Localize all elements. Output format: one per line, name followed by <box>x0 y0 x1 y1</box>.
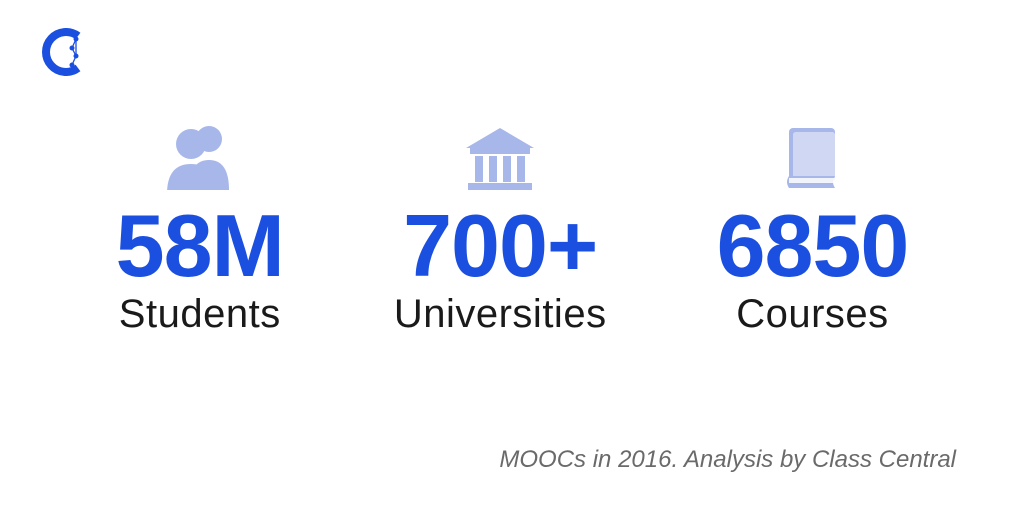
people-icon <box>159 120 241 190</box>
stat-label: Universities <box>394 292 607 337</box>
book-icon <box>783 120 841 190</box>
stat-value: 700+ <box>403 202 597 290</box>
stat-value: 6850 <box>717 202 909 290</box>
class-central-logo <box>42 28 84 76</box>
stat-universities: 700+ Universities <box>394 120 607 337</box>
stat-students: 58M Students <box>116 120 284 337</box>
stat-label: Courses <box>736 292 888 337</box>
caption-text: MOOCs in 2016. Analysis by Class Central <box>499 446 956 474</box>
stats-row: 58M Students 700+ Universities <box>0 120 1024 337</box>
building-icon <box>464 120 536 190</box>
stat-courses: 6850 Courses <box>717 120 909 337</box>
stat-value: 58M <box>116 202 284 290</box>
stat-label: Students <box>119 292 281 337</box>
